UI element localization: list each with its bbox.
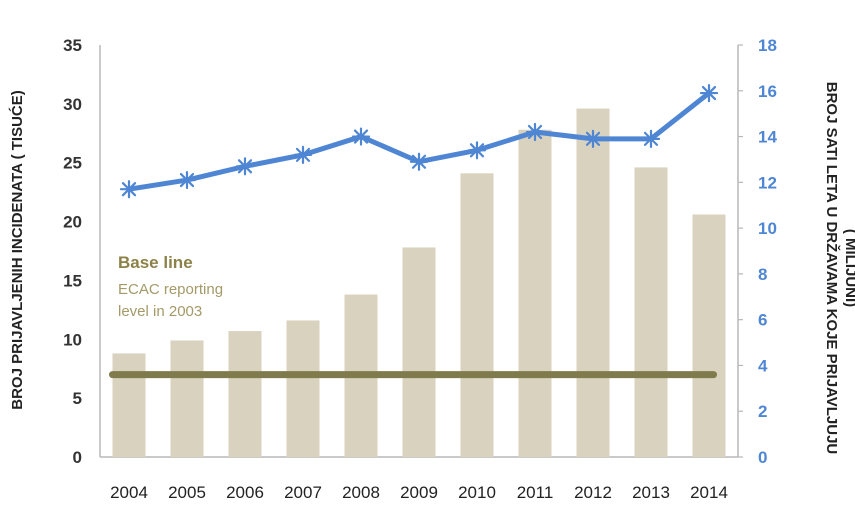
bar: [634, 167, 668, 457]
x-tick-label: 2006: [226, 483, 264, 502]
line-point: [351, 127, 371, 146]
x-tick-label: 2011: [517, 483, 554, 502]
line-point: [699, 83, 719, 103]
annotation-line1: ECAC reporting: [118, 281, 223, 298]
y2-tick-label: 4: [758, 356, 768, 375]
y2-tick-label: 0: [758, 448, 767, 467]
y2-tick-label: 16: [758, 82, 777, 101]
y-tick-label: 25: [63, 154, 82, 173]
bar: [170, 340, 204, 457]
line-point: [119, 180, 139, 199]
y2-tick-label: 14: [758, 128, 777, 147]
bar: [286, 320, 320, 457]
line-point: [525, 122, 545, 142]
y-tick-label: 20: [63, 213, 82, 232]
y2-tick-label: 10: [758, 219, 777, 238]
bar: [576, 108, 610, 458]
line-point: [409, 152, 429, 171]
y2-tick-label: 6: [758, 311, 767, 330]
line-series: [119, 83, 719, 199]
y2-tick-label: 18: [758, 36, 777, 55]
y2-tick-label: 12: [758, 173, 777, 192]
y2-tick-label: 2: [758, 402, 767, 421]
y-tick-label: 30: [63, 95, 82, 114]
x-tick-label: 2008: [342, 483, 380, 502]
y2-tick-label: 8: [758, 265, 767, 284]
x-tick-label: 2009: [400, 483, 438, 502]
x-tick-label: 2012: [574, 483, 612, 502]
bars: [112, 108, 726, 458]
bar: [402, 247, 436, 457]
y-axis-label: BROJ PRIJAVLJENIH INCIDENATA ( TISUĆE): [8, 90, 26, 409]
bar: [518, 129, 552, 458]
y2-axis-label-line1: BROJ SATI LETA U DRŽAVAMA KOJE PRIJAVLJU…: [823, 82, 841, 455]
bar: [228, 331, 262, 457]
line-point: [467, 141, 487, 160]
bar: [460, 173, 494, 457]
y-tick-label: 5: [73, 389, 82, 408]
x-tick-label: 2004: [110, 483, 148, 502]
bar: [692, 214, 726, 457]
x-tick-label: 2007: [284, 483, 322, 502]
x-tick-label: 2005: [168, 483, 206, 502]
y2-axis-label-line2: ( MILIJUNI): [842, 229, 855, 307]
x-tick-label: 2013: [632, 483, 670, 502]
y-tick-label: 35: [63, 36, 82, 55]
annotation-title: Base line: [118, 253, 193, 272]
line-point: [583, 129, 603, 148]
bar: [112, 353, 146, 457]
y-tick-label: 15: [63, 271, 82, 290]
x-tick-label: 2014: [690, 483, 728, 502]
annotation-line2: level in 2003: [118, 303, 202, 320]
line-point: [293, 145, 313, 164]
line-point: [641, 129, 661, 148]
line-point: [235, 157, 255, 176]
line-point: [177, 170, 197, 190]
y-tick-label: 0: [73, 448, 82, 467]
y-tick-label: 10: [63, 330, 82, 349]
x-tick-label: 2010: [458, 483, 496, 502]
series-line-path: [128, 91, 711, 192]
ticks: 0 5 10 15 20 25 30 35 0 2 4 6 8 10 12 14 16 18 2004 2005 200…: [63, 36, 777, 502]
